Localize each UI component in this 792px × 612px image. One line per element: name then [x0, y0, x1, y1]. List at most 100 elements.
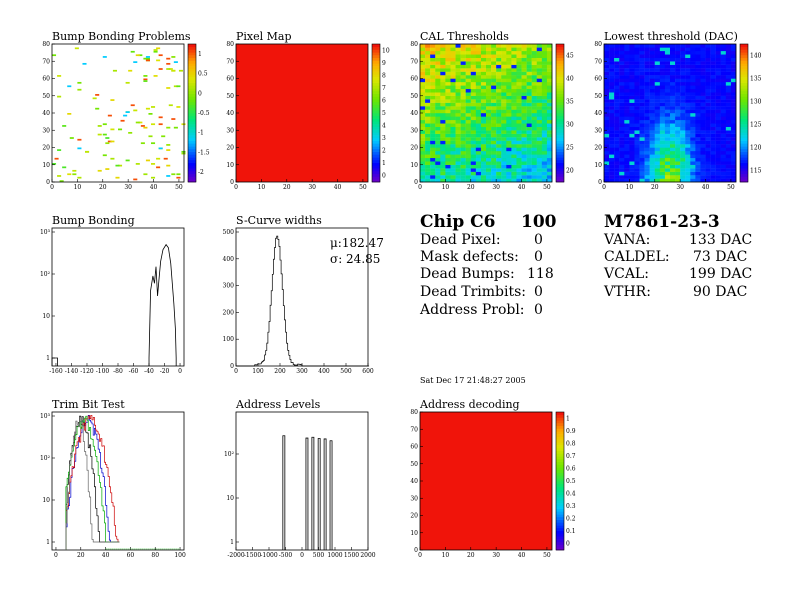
z-tick-label: 3: [382, 135, 386, 142]
heatmap-cell: [710, 54, 716, 58]
heatmap-cell: [501, 161, 507, 165]
heatmap-cell: [486, 126, 492, 131]
heatmap-cell: [455, 106, 461, 110]
heatmap-cell: [496, 168, 502, 172]
heatmap-cell: [430, 50, 436, 55]
heatmap-cell: [501, 130, 507, 134]
heatmap-cell: [450, 106, 456, 110]
heatmap-cell: [695, 47, 701, 52]
heatmap-cell: [649, 50, 655, 55]
heatmap-cell: [425, 168, 431, 172]
y-tick-label: 200: [223, 309, 235, 316]
heatmap-cell: [629, 175, 635, 179]
z-color-cell: [740, 140, 748, 144]
heatmap-cell: [664, 164, 671, 169]
heatmap-cell: [614, 106, 620, 110]
chart-bump-problems: 0 10 20 30 40 5001020304050607080-2-1.5-1-0.5…: [42, 41, 209, 191]
heatmap-cell: [430, 144, 436, 148]
heatmap-cell: [730, 81, 737, 86]
heatmap-fill: [236, 44, 368, 182]
heatmap-cell: [133, 178, 138, 181]
heatmap-cell: [506, 130, 512, 134]
x-tick-label: 20: [283, 184, 291, 191]
heatmap-cell: [690, 137, 696, 141]
heatmap-cell: [455, 154, 461, 159]
heatmap-cell: [526, 71, 532, 76]
heatmap-cell: [450, 133, 456, 138]
heatmap-cell: [496, 85, 502, 90]
heatmap-cell: [480, 88, 487, 93]
heatmap-cell: [624, 119, 630, 124]
heatmap-cell: [685, 144, 691, 148]
heatmap-cell: [526, 81, 532, 86]
z-color-cell: [556, 146, 564, 150]
heatmap-cell: [604, 119, 610, 124]
heatmap-cell: [531, 144, 537, 148]
heatmap-cell: [690, 161, 696, 165]
heatmap-cell: [480, 54, 487, 58]
heatmap-cell: [480, 168, 487, 172]
heatmap-cell: [700, 78, 706, 83]
heatmap-cell: [680, 161, 686, 165]
heatmap-cell: [480, 47, 487, 52]
heatmap-cell: [705, 116, 711, 121]
heatmap-cell: [664, 68, 671, 72]
z-color-cell: [188, 57, 196, 61]
heatmap-cell: [516, 147, 522, 152]
heatmap-cell: [143, 126, 148, 129]
z-color-cell: [556, 137, 564, 141]
heatmap-cell: [705, 171, 711, 176]
summary-label-3: Dead Trimbits:: [420, 284, 527, 300]
heatmap-cell: [480, 130, 487, 134]
heatmap-cell: [491, 81, 497, 86]
x-tick-label: 40: [150, 184, 158, 191]
heatmap-cell: [624, 178, 630, 183]
heatmap-cell: [460, 88, 466, 93]
heatmap-cell: [715, 99, 721, 103]
heatmap-cell: [465, 116, 471, 121]
heatmap-cell: [496, 64, 502, 69]
z-color-cell: [740, 129, 748, 133]
heatmap-cell: [536, 147, 543, 152]
heatmap-cell: [690, 85, 696, 90]
heatmap-cell: [526, 164, 532, 169]
z-tick-label: -1: [198, 130, 204, 137]
heatmap-cell: [425, 47, 431, 52]
heatmap-cell: [680, 92, 686, 96]
heatmap-cell: [730, 78, 737, 83]
heatmap-cell: [695, 109, 701, 114]
heatmap-cell: [644, 154, 650, 159]
heatmap-cell: [496, 61, 502, 65]
z-color-cell: [188, 68, 196, 72]
heatmap-cell: [624, 81, 630, 86]
heatmap-cell: [455, 144, 461, 148]
heatmap-cell: [450, 78, 456, 83]
x-tick-label: 0: [300, 552, 304, 559]
heatmap-cell: [511, 168, 517, 172]
heatmap-cell: [670, 150, 676, 155]
heatmap-cell: [536, 130, 543, 134]
heatmap-cell: [604, 116, 610, 121]
heatmap-cell: [455, 68, 461, 72]
heatmap-cell: [720, 88, 727, 93]
heatmap-cell: [639, 81, 645, 86]
heatmap-cell: [675, 147, 681, 152]
heatmap-cell: [624, 71, 630, 76]
heatmap-cell: [536, 88, 543, 93]
heatmap-cell: [480, 119, 487, 124]
dac-value-1: 73 DAC: [693, 249, 748, 265]
heatmap-cell: [435, 75, 441, 79]
heatmap-cell: [614, 178, 620, 183]
dac-value-0: 133 DAC: [689, 232, 753, 248]
heatmap-cell: [604, 92, 610, 96]
summary-label-2: Dead Bumps:: [420, 266, 515, 282]
heatmap-cell: [659, 88, 666, 93]
heatmap-cell: [486, 88, 492, 93]
heatmap-cell: [685, 71, 691, 76]
heatmap-cell: [526, 140, 532, 145]
heatmap-cell: [634, 50, 640, 55]
heatmap-cell: [614, 92, 620, 96]
heatmap-cell: [511, 130, 517, 134]
heatmap-cell: [67, 85, 72, 88]
